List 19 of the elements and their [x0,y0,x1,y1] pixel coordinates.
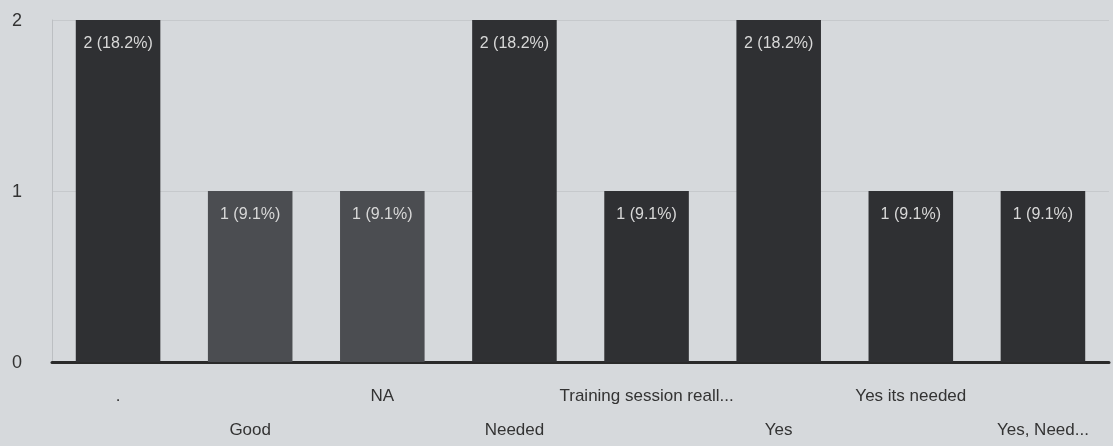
x-tick-label: Yes [764,419,793,439]
data-label: 2 (18.2%) [744,33,814,51]
y-tick-label: 0 [11,352,22,372]
y-tick-label: 1 [11,181,22,201]
x-tick-label: Yes its needed [855,385,967,405]
data-label: 2 (18.2%) [83,33,153,51]
x-tick-label: . [115,385,121,405]
x-tick-label: NA [370,385,395,405]
data-label: 2 (18.2%) [479,33,550,51]
y-tick-label: 2 [11,10,22,30]
data-label: 1 (9.1%) [880,204,942,222]
x-tick-label: Good [229,419,271,439]
data-label: 1 (9.1%) [616,204,677,222]
x-tick-label: Yes, Need... [996,419,1089,439]
data-label: 1 (9.1%) [352,204,413,222]
data-label: 1 (9.1%) [219,204,281,222]
x-tick-label: Training session reall... [559,385,734,405]
x-tick-label: Needed [484,419,545,439]
data-label: 1 (9.1%) [1012,204,1074,222]
